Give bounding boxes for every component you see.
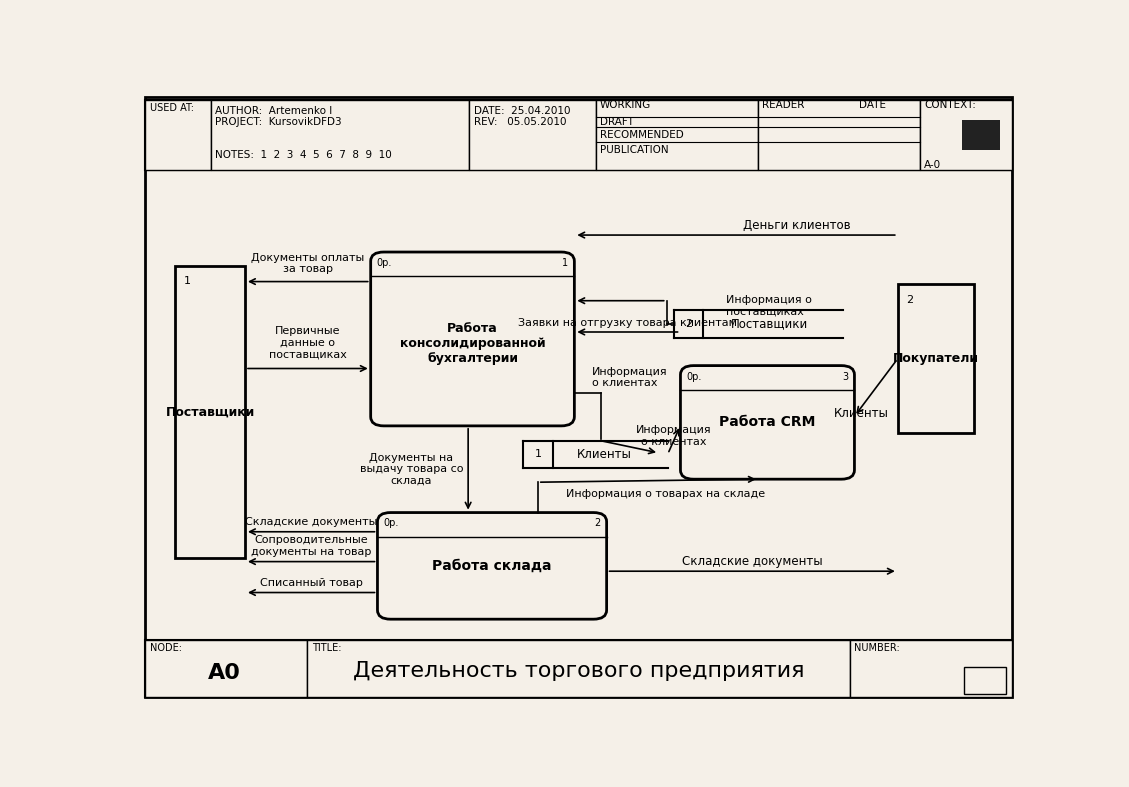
Text: 1: 1 bbox=[535, 449, 542, 459]
Text: Работа
консолидированной
бухгалтерии: Работа консолидированной бухгалтерии bbox=[400, 323, 545, 365]
Text: Складские документы: Складские документы bbox=[682, 555, 823, 568]
Text: Информация
о клиентах: Информация о клиентах bbox=[592, 367, 667, 389]
FancyBboxPatch shape bbox=[146, 101, 211, 170]
Text: 0p.: 0p. bbox=[384, 519, 399, 528]
Text: 3: 3 bbox=[842, 371, 848, 382]
Text: 0p.: 0p. bbox=[686, 371, 702, 382]
Text: Сопроводительные
документы на товар: Сопроводительные документы на товар bbox=[251, 535, 371, 556]
FancyBboxPatch shape bbox=[850, 640, 1012, 697]
FancyBboxPatch shape bbox=[146, 101, 1012, 170]
Text: Документы оплаты
за товар: Документы оплаты за товар bbox=[252, 253, 365, 274]
FancyBboxPatch shape bbox=[596, 101, 758, 170]
Text: 2: 2 bbox=[594, 519, 601, 528]
Text: Первичные
данные о
поставщиках: Первичные данные о поставщиках bbox=[269, 327, 347, 360]
Text: 0p.: 0p. bbox=[377, 258, 392, 268]
FancyBboxPatch shape bbox=[964, 667, 1006, 694]
Text: NODE:: NODE: bbox=[150, 643, 182, 653]
Text: Поставщики: Поставщики bbox=[730, 317, 807, 331]
Text: NUMBER:: NUMBER: bbox=[855, 643, 900, 653]
FancyBboxPatch shape bbox=[758, 101, 920, 170]
Text: DATE:  25.04.2010: DATE: 25.04.2010 bbox=[474, 106, 570, 116]
FancyBboxPatch shape bbox=[377, 512, 606, 619]
FancyBboxPatch shape bbox=[962, 120, 1000, 150]
Text: Информация о
поставщиках: Информация о поставщиках bbox=[726, 295, 812, 316]
Text: Поставщики: Поставщики bbox=[166, 405, 255, 419]
Text: 2: 2 bbox=[685, 319, 692, 329]
Text: Клиенты: Клиенты bbox=[577, 448, 631, 460]
Text: NOTES:  1  2  3  4  5  6  7  8  9  10: NOTES: 1 2 3 4 5 6 7 8 9 10 bbox=[216, 150, 392, 160]
Text: TITLE:: TITLE: bbox=[312, 643, 341, 653]
Text: Работа склада: Работа склада bbox=[432, 559, 552, 573]
FancyBboxPatch shape bbox=[181, 270, 251, 562]
Text: PROJECT:  KursovikDFD3: PROJECT: KursovikDFD3 bbox=[216, 116, 342, 127]
FancyBboxPatch shape bbox=[307, 640, 850, 697]
Text: Заявки на отгрузку товара клиентам: Заявки на отгрузку товара клиентам bbox=[518, 318, 737, 328]
FancyBboxPatch shape bbox=[898, 284, 974, 433]
Text: A-0: A-0 bbox=[925, 160, 942, 170]
FancyBboxPatch shape bbox=[377, 257, 580, 430]
Text: Покупатели: Покупатели bbox=[893, 352, 979, 365]
FancyBboxPatch shape bbox=[146, 98, 1012, 697]
Text: REV:   05.05.2010: REV: 05.05.2010 bbox=[474, 116, 566, 127]
Text: 1: 1 bbox=[562, 258, 568, 268]
FancyBboxPatch shape bbox=[686, 370, 860, 483]
Text: WORKING: WORKING bbox=[599, 101, 650, 110]
FancyBboxPatch shape bbox=[384, 517, 613, 623]
Text: Деньги клиентов: Деньги клиентов bbox=[744, 219, 851, 232]
Text: CONTEXT:: CONTEXT: bbox=[925, 101, 977, 110]
Text: Списанный товар: Списанный товар bbox=[260, 578, 362, 588]
Text: DRAFT: DRAFT bbox=[599, 117, 633, 127]
Text: USED AT:: USED AT: bbox=[150, 103, 194, 113]
Text: 1: 1 bbox=[184, 276, 191, 286]
Text: 2: 2 bbox=[907, 294, 913, 305]
Text: DATE: DATE bbox=[859, 101, 885, 110]
FancyBboxPatch shape bbox=[903, 288, 979, 437]
Text: PUBLICATION: PUBLICATION bbox=[599, 145, 668, 154]
Text: Информация о товарах на складе: Информация о товарах на складе bbox=[567, 490, 765, 499]
Text: Документы на
выдачу товара со
склада: Документы на выдачу товара со склада bbox=[359, 453, 463, 486]
FancyBboxPatch shape bbox=[146, 640, 1012, 697]
FancyBboxPatch shape bbox=[211, 101, 470, 170]
Text: Складские документы: Складские документы bbox=[245, 517, 377, 527]
Text: READER: READER bbox=[762, 101, 805, 110]
FancyBboxPatch shape bbox=[370, 252, 575, 426]
Text: Клиенты: Клиенты bbox=[834, 407, 889, 419]
Text: Работа CRM: Работа CRM bbox=[719, 416, 815, 430]
Text: RECOMMENDED: RECOMMENDED bbox=[599, 130, 683, 140]
FancyBboxPatch shape bbox=[470, 101, 596, 170]
FancyBboxPatch shape bbox=[528, 445, 673, 471]
FancyBboxPatch shape bbox=[920, 101, 1012, 170]
FancyBboxPatch shape bbox=[146, 640, 307, 697]
FancyBboxPatch shape bbox=[175, 266, 245, 558]
Text: Деятельность торгового предприятия: Деятельность торгового предприятия bbox=[353, 661, 804, 682]
FancyBboxPatch shape bbox=[681, 366, 855, 479]
FancyBboxPatch shape bbox=[679, 313, 849, 342]
Text: AUTHOR:  Artemenko I: AUTHOR: Artemenko I bbox=[216, 106, 333, 116]
Text: A0: A0 bbox=[208, 663, 240, 683]
Text: Информация
о клиентах: Информация о клиентах bbox=[637, 425, 712, 447]
